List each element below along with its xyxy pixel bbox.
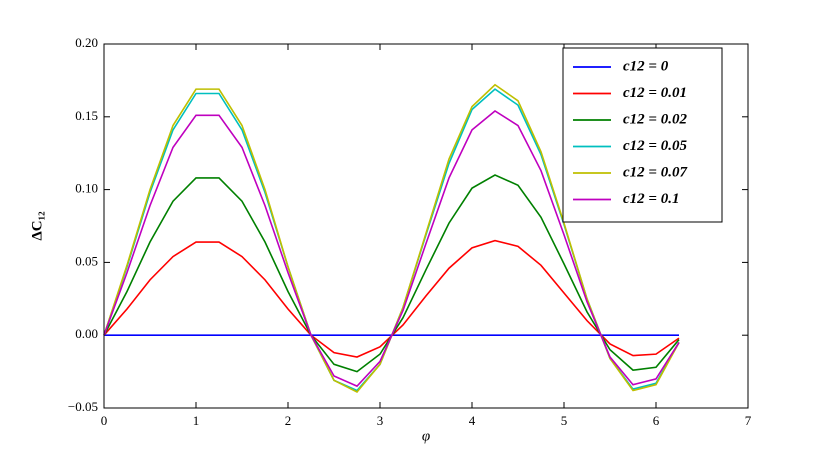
series-line — [103, 239, 680, 358]
legend-label: c12 = 0.05 — [623, 138, 687, 154]
y-tick-label: 0.10 — [75, 181, 98, 196]
legend-label: c12 = 0.02 — [623, 111, 687, 127]
legend-label: c12 = 0.07 — [623, 164, 687, 180]
x-tick-label: 5 — [561, 413, 568, 428]
x-tick-label: 2 — [285, 413, 292, 428]
series-line — [103, 109, 680, 388]
x-tick-label: 7 — [745, 413, 752, 428]
plot-frame — [103, 43, 749, 409]
y-tick-label: 0.00 — [75, 326, 98, 341]
legend-box — [562, 47, 723, 223]
y-axis-label: ΔC₁₂ — [29, 211, 45, 241]
x-axis-label: φ — [422, 428, 430, 444]
y-tick-label: −0.05 — [68, 399, 98, 414]
y-tick-label: 0.05 — [75, 253, 98, 268]
y-tick-label: 0.15 — [75, 108, 98, 123]
legend-label: c12 = 0 — [623, 58, 669, 74]
x-tick-label: 3 — [377, 413, 384, 428]
x-tick-label: 1 — [193, 413, 200, 428]
x-tick-label: 0 — [101, 413, 108, 428]
y-tick-label: 0.20 — [75, 35, 98, 50]
x-tick-label: 4 — [469, 413, 476, 428]
legend-label: c12 = 0.01 — [623, 85, 687, 101]
x-tick-label: 6 — [653, 413, 660, 428]
legend-label: c12 = 0.1 — [623, 191, 679, 207]
